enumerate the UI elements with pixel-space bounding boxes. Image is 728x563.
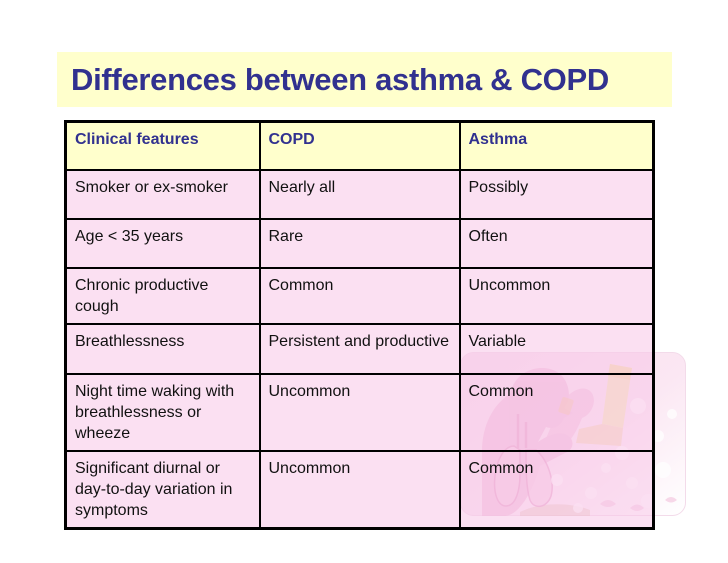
slide-title-box: Differences between asthma & COPD — [57, 52, 672, 107]
column-header-asthma: Asthma — [458, 120, 655, 171]
cell-asthma: Often — [458, 217, 655, 269]
cell-asthma: Common — [458, 449, 655, 529]
cell-feature: Breathlessness — [64, 322, 261, 375]
cell-copd: Rare — [258, 217, 461, 269]
table-row: Night time waking with breathlessness or… — [64, 372, 655, 452]
cell-asthma: Common — [458, 372, 655, 452]
cell-feature: Chronic productive cough — [64, 266, 261, 325]
table-header-row: Clinical features COPD Asthma — [64, 120, 655, 171]
cell-feature: Age < 35 years — [64, 217, 261, 269]
cell-feature: Significant diurnal or day-to-day variat… — [64, 449, 261, 529]
cell-asthma: Uncommon — [458, 266, 655, 325]
cell-asthma: Variable — [458, 322, 655, 375]
cell-copd: Nearly all — [258, 168, 461, 220]
column-header-copd: COPD — [258, 120, 461, 171]
cell-feature: Night time waking with breathlessness or… — [64, 372, 261, 452]
table-row: Chronic productive cough Common Uncommon — [64, 266, 655, 325]
cell-copd: Uncommon — [258, 372, 461, 452]
cell-asthma: Possibly — [458, 168, 655, 220]
page-title: Differences between asthma & COPD — [71, 61, 609, 97]
copd-asthma-comparison-table: Clinical features COPD Asthma Smoker or … — [64, 120, 655, 530]
table-row: Significant diurnal or day-to-day variat… — [64, 449, 655, 529]
table-row: Smoker or ex-smoker Nearly all Possibly — [64, 168, 655, 220]
table-row: Age < 35 years Rare Often — [64, 217, 655, 269]
cell-feature: Smoker or ex-smoker — [64, 168, 261, 220]
cell-copd: Uncommon — [258, 449, 461, 529]
column-header-clinical-features: Clinical features — [64, 120, 261, 171]
cell-copd: Common — [258, 266, 461, 325]
table-row: Breathlessness Persistent and productive… — [64, 322, 655, 375]
cell-copd: Persistent and productive — [258, 322, 461, 375]
